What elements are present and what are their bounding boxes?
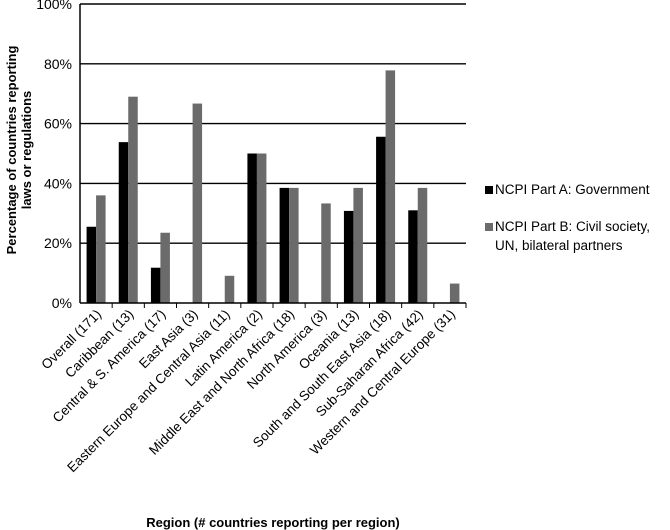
bar-part-b [417, 187, 428, 303]
y-tick-label: 100% [36, 0, 72, 12]
bar-part-a [376, 136, 386, 303]
bar-part-b [353, 187, 363, 303]
bar-part-b [96, 195, 106, 303]
gridlines [80, 3, 466, 244]
bar-part-b [256, 153, 267, 303]
legend-label-part-a: NCPI Part A: Government [495, 182, 650, 197]
y-tick-label: 20% [44, 235, 72, 251]
y-tick-label: 60% [44, 116, 72, 132]
x-axis-title: Region (# countries reporting per region… [146, 515, 400, 530]
bar-part-b [160, 232, 170, 303]
bar-part-a [150, 267, 161, 303]
bar-part-a [118, 142, 129, 303]
legend-swatch-part-a [485, 186, 493, 194]
bar-part-b [289, 187, 299, 303]
y-tick-label: 80% [44, 56, 72, 72]
bar-part-a [86, 226, 97, 303]
y-axis-title-line1: Percentage of countries reporting [4, 46, 19, 255]
legend-item-part-a: NCPI Part A: Government [485, 180, 670, 199]
bar-part-b [385, 70, 396, 304]
bar-part-b [128, 96, 138, 303]
bar-part-a [247, 153, 257, 303]
x-tick-labels: Overall (171)Caribbean (13)Central & S. … [38, 307, 458, 476]
y-tick-label: 0% [52, 295, 72, 311]
bar-part-b [321, 203, 331, 303]
legend-label-part-b: NCPI Part B: Civil society, UN, bilatera… [495, 219, 651, 253]
legend-swatch-part-b [485, 223, 493, 231]
y-tick-labels: 0% 20% 40% 60% 80% 100% [36, 0, 72, 311]
y-tick-label: 40% [44, 175, 72, 191]
bar-part-a [279, 187, 290, 303]
legend-item-part-b: NCPI Part B: Civil society, UN, bilatera… [485, 217, 670, 255]
bar-part-a [408, 210, 418, 303]
y-axis-title-line2: laws or regulations [19, 91, 34, 209]
bar-part-a [343, 210, 354, 303]
bar-part-b [192, 103, 203, 303]
bar-part-b [224, 275, 235, 303]
bar-part-b [449, 283, 460, 303]
bars [86, 70, 460, 304]
legend: NCPI Part A: Government NCPI Part B: Civ… [485, 180, 670, 273]
axes [79, 4, 467, 308]
